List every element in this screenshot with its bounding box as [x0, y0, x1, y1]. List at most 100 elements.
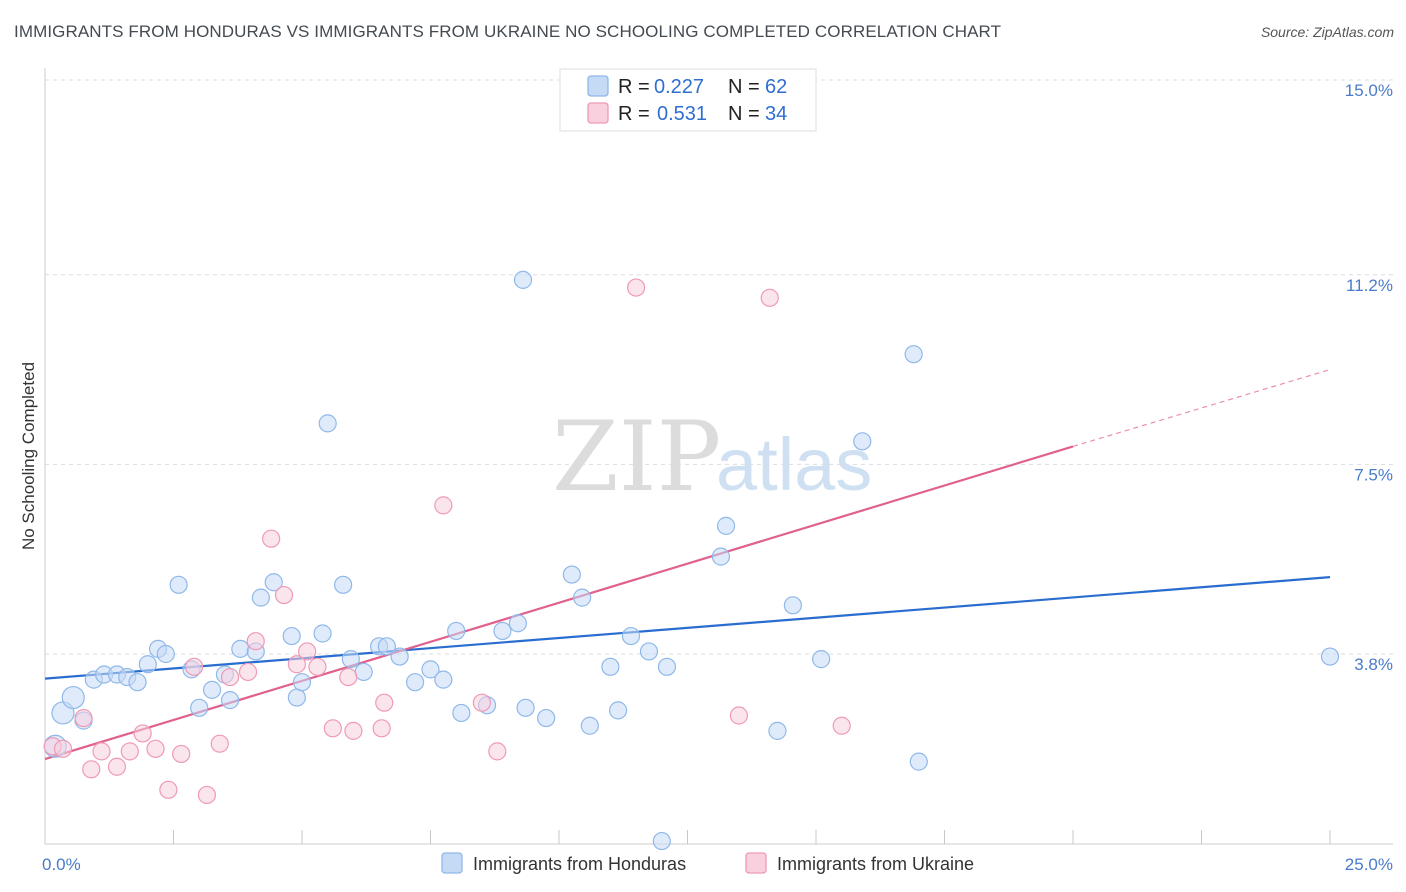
point-honduras-59: [904, 345, 923, 364]
point-honduras-58: [853, 432, 872, 451]
point-honduras-27: [334, 575, 353, 594]
point-honduras-2: [61, 685, 85, 710]
point-honduras-54: [716, 516, 736, 535]
point-honduras-31: [377, 637, 396, 656]
legend-n-label-1: N =: [728, 76, 760, 98]
point-honduras-55: [768, 721, 787, 740]
trend-line-extension-1: [1072, 368, 1331, 448]
trend-line-1: [44, 445, 1074, 761]
point-ukraine-5: [107, 757, 127, 776]
point-honduras-52: [652, 831, 671, 851]
point-honduras-28: [341, 650, 360, 669]
chart-source: Source: ZipAtlas.com: [1260, 24, 1394, 40]
point-ukraine-22: [323, 719, 342, 738]
y-tick-label-3: 15.0%: [1345, 81, 1393, 100]
point-honduras-51: [657, 657, 677, 676]
point-ukraine-16: [246, 632, 265, 651]
point-honduras-53: [711, 547, 731, 566]
legend-r-label-1: R =: [618, 76, 650, 98]
watermark-zip: ZIP: [552, 401, 721, 513]
grid: [45, 79, 1393, 655]
point-honduras-60: [909, 752, 928, 771]
point-ukraine-18: [274, 585, 294, 605]
point-honduras-32: [390, 647, 409, 666]
y-axis-label: No Schooling Completed: [19, 362, 38, 550]
point-ukraine-33: [832, 716, 851, 735]
point-honduras-34: [421, 660, 440, 679]
point-ukraine-21: [308, 657, 327, 676]
point-honduras-23: [287, 688, 306, 707]
bottom-legend-label-ukraine: Immigrants from Ukraine: [777, 854, 974, 874]
legend-r-label-2: R =: [618, 103, 650, 125]
point-honduras-29: [354, 662, 373, 682]
legend-n-value-1: 62: [765, 76, 787, 98]
legend-r-value-2: 0.531: [657, 103, 707, 125]
y-tick-label-2: 11.2%: [1346, 276, 1393, 295]
point-ukraine-24: [344, 721, 363, 740]
point-ukraine-11: [184, 657, 204, 676]
point-honduras-41: [516, 698, 535, 717]
point-honduras-40: [508, 614, 527, 633]
point-honduras-56: [783, 596, 802, 615]
point-ukraine-9: [159, 780, 178, 799]
bottom-legend-swatch-ukraine: [745, 852, 767, 874]
point-ukraine-13: [210, 734, 229, 753]
point-ukraine-10: [172, 744, 191, 764]
point-honduras-21: [264, 573, 283, 592]
point-honduras-8: [128, 673, 147, 692]
point-ukraine-25: [372, 719, 391, 738]
point-honduras-46: [580, 716, 599, 735]
point-ukraine-14: [220, 667, 240, 687]
point-ukraine-31: [729, 706, 749, 725]
point-honduras-49: [621, 626, 641, 646]
point-honduras-9: [138, 655, 157, 674]
point-ukraine-15: [238, 662, 258, 682]
y-tick-labels: 3.8% 7.5% 11.2% 15.0%: [1345, 81, 1393, 674]
point-ukraine-6: [120, 742, 139, 761]
legend: R = 0.227 N = 62 R = 0.531 N = 34: [559, 68, 817, 132]
point-honduras-61: [1320, 647, 1340, 666]
point-ukraine-28: [472, 693, 491, 712]
point-honduras-25: [313, 624, 332, 643]
point-honduras-11: [156, 644, 175, 664]
point-honduras-44: [562, 565, 581, 584]
point-honduras-47: [601, 657, 620, 676]
point-honduras-20: [251, 588, 270, 607]
point-honduras-45: [573, 588, 592, 607]
point-ukraine-12: [197, 785, 217, 805]
point-honduras-22: [282, 626, 301, 646]
point-honduras-35: [434, 670, 453, 689]
point-honduras-57: [812, 650, 831, 669]
trend-line-0: [44, 576, 1331, 680]
legend-swatch-ukraine: [587, 102, 609, 124]
x-tick-label-1: 25.0%: [1345, 855, 1393, 874]
point-ukraine-2: [74, 708, 93, 728]
point-ukraine-19: [287, 655, 306, 674]
legend-r-value-1: 0.227: [654, 76, 704, 98]
data-points: [43, 270, 1340, 851]
point-honduras-48: [609, 701, 628, 720]
point-ukraine-1: [53, 739, 73, 758]
bottom-legend: Immigrants from Honduras Immigrants from…: [441, 852, 974, 874]
watermark: ZIP atlas: [552, 401, 872, 513]
x-tick-labels: 0.0% 25.0%: [42, 855, 1393, 874]
point-ukraine-3: [82, 760, 101, 779]
axes: [44, 68, 1393, 845]
point-ukraine-29: [488, 742, 507, 761]
legend-n-label-2: N =: [728, 103, 760, 125]
point-honduras-39: [493, 621, 512, 641]
legend-n-value-2: 34: [765, 103, 787, 125]
point-ukraine-23: [339, 667, 358, 687]
chart-title: IMMIGRANTS FROM HONDURAS VS IMMIGRANTS F…: [14, 22, 1002, 41]
legend-swatch-honduras: [587, 75, 609, 97]
y-tick-label-1: 7.5%: [1354, 465, 1393, 484]
point-honduras-12: [169, 575, 188, 594]
point-honduras-43: [513, 270, 533, 289]
bottom-legend-swatch-honduras: [441, 852, 463, 874]
point-honduras-36: [447, 621, 466, 641]
point-ukraine-26: [375, 693, 394, 712]
point-honduras-17: [220, 691, 240, 710]
point-honduras-37: [452, 703, 471, 723]
point-honduras-18: [231, 639, 250, 658]
